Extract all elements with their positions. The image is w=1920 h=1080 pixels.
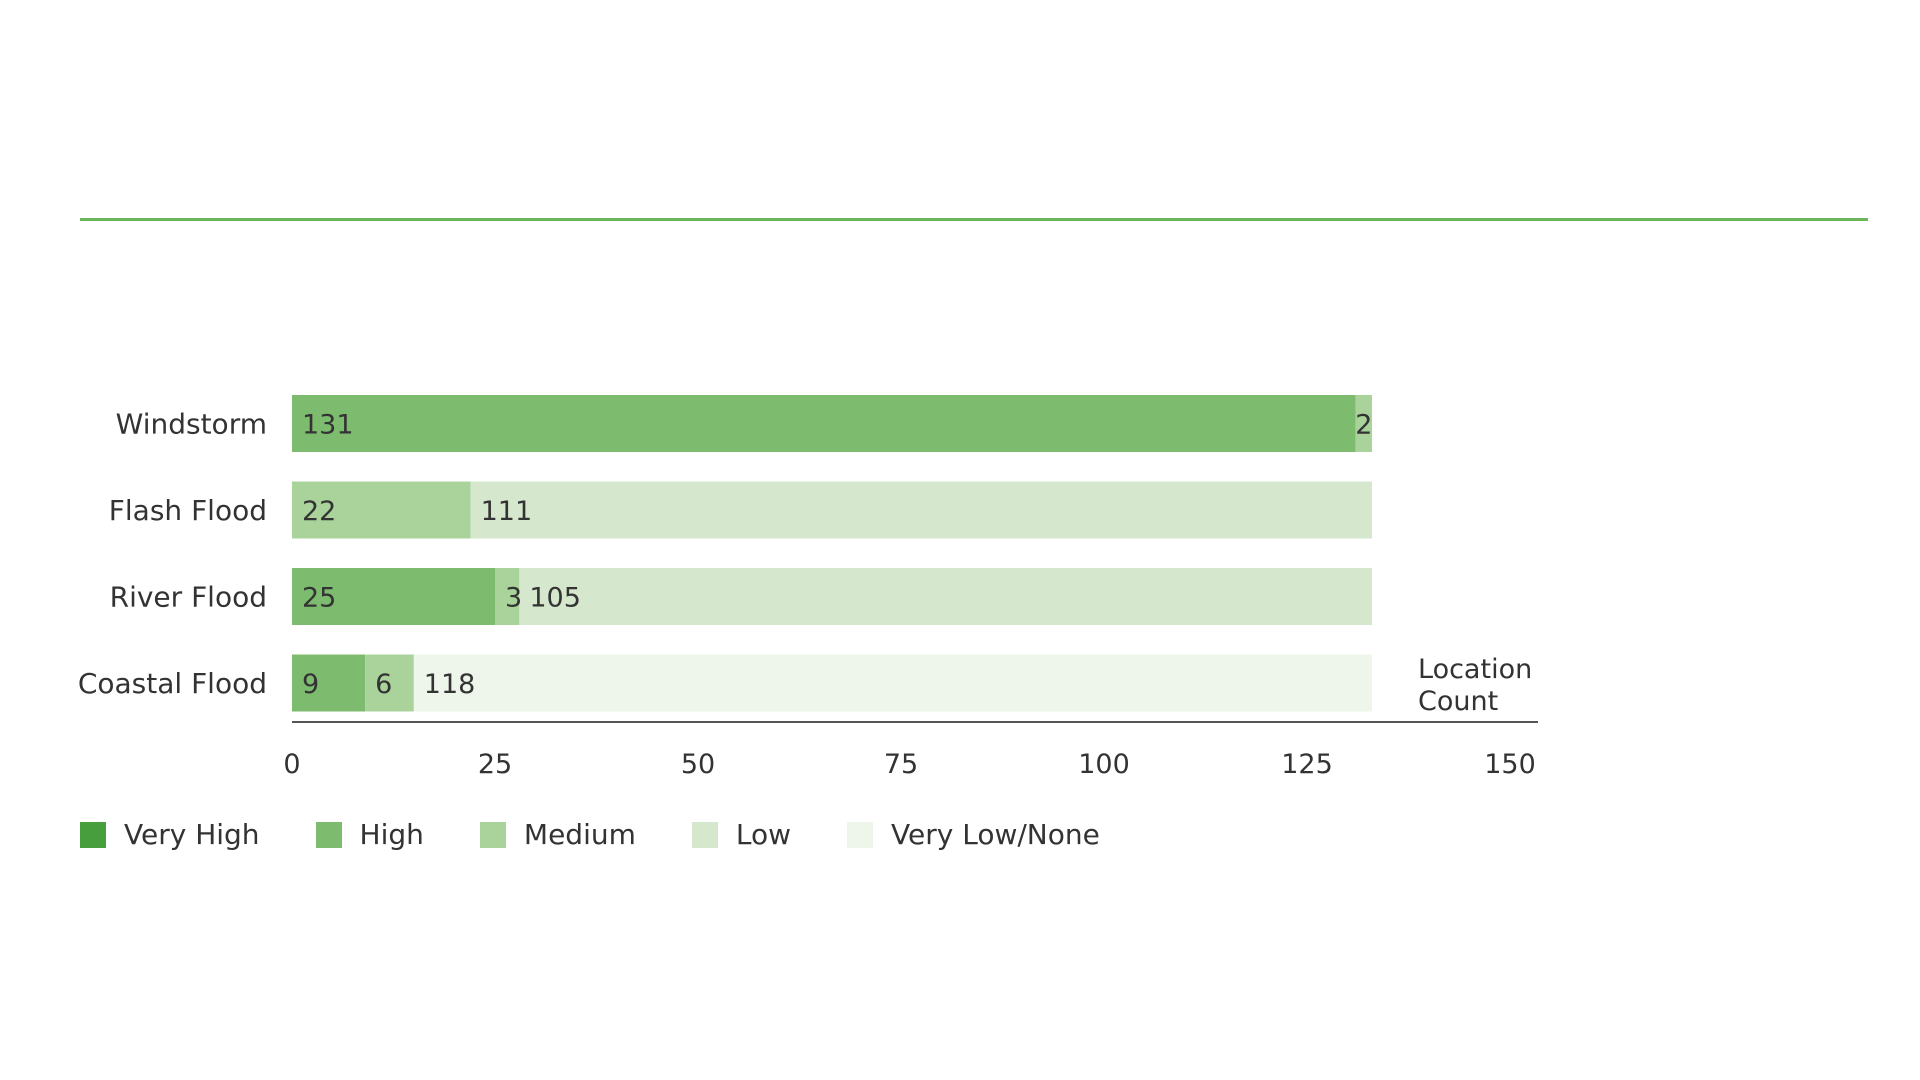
bar-value-label: 118 [424, 669, 476, 700]
legend-swatch [479, 821, 506, 848]
x-axis-label-line-1: Location [1418, 654, 1532, 685]
x-tick-label: 25 [478, 749, 512, 780]
bar-segment [292, 395, 1356, 452]
legend-swatch [80, 821, 106, 848]
legend-label: Medium [523, 818, 636, 851]
legend-swatch [691, 821, 718, 848]
legend-item: High [315, 818, 424, 851]
category-label-coastal-flood: Coastal Flood [78, 667, 267, 700]
bar-segment [292, 481, 471, 539]
bar-segment [413, 654, 1372, 712]
bar-value-label: 6 [375, 669, 392, 700]
bar-segment [470, 481, 1372, 539]
bar-value-label: 111 [481, 496, 533, 527]
category-label-flash-flood: Flash Flood [109, 494, 267, 527]
x-tick-label: 75 [884, 749, 918, 780]
bar-segment [495, 568, 520, 625]
stacked-bar-chart: Windstorm Flash Flood River Flood Coastal F… [78, 395, 1538, 780]
bar-value-label: 3 [505, 583, 522, 614]
bar-value-label: 9 [302, 669, 319, 700]
legend-swatch [847, 821, 874, 848]
category-label-river-flood: River Flood [110, 581, 267, 614]
x-tick-label: 0 [283, 749, 300, 780]
category-label-windstorm: Windstorm [116, 408, 267, 441]
legend-item: Very Low/None [847, 818, 1100, 851]
category-labels: Windstorm Flash Flood River Flood Coastal F… [78, 408, 267, 701]
legend-item: Very High [80, 818, 260, 851]
legend-label: High [359, 818, 424, 851]
bar-value-label: 105 [529, 583, 581, 614]
legend-label: Low [735, 818, 792, 851]
x-tick-label: 50 [681, 749, 715, 780]
legend-item: Medium [479, 818, 636, 851]
top-divider-rule [80, 218, 1868, 221]
bar-value-label: 25 [302, 583, 336, 614]
x-tick-labels: 0 25 50 75 100 125 150 [283, 749, 1535, 780]
legend-item: Low [691, 818, 792, 851]
legend-label: Very High [124, 818, 260, 851]
x-axis-label-line-2: Count [1418, 686, 1498, 717]
bar-segment [292, 654, 366, 712]
legend-swatch [315, 821, 342, 848]
bar-segment [519, 568, 1372, 625]
legend: Very High High Medium Low Very Low/None [80, 818, 1156, 851]
bar-segment [365, 654, 414, 712]
bar-value-label: 2 [1355, 410, 1372, 441]
bar-value-label: 131 [302, 410, 354, 441]
bar-segment [1355, 395, 1372, 452]
legend-label: Very Low/None [891, 818, 1100, 851]
x-tick-label: 125 [1281, 749, 1333, 780]
x-tick-label: 100 [1078, 749, 1130, 780]
bar-segment [292, 568, 495, 625]
x-tick-label: 150 [1484, 749, 1536, 780]
bar-group [292, 395, 1372, 712]
bar-value-label: 22 [302, 496, 336, 527]
